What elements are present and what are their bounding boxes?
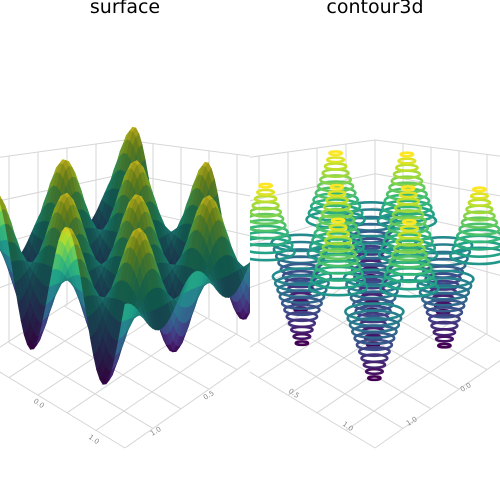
tick-label: 1.0 — [405, 415, 419, 427]
contour-line — [327, 189, 347, 198]
floor-grid-line — [0, 371, 126, 449]
contour-line — [423, 298, 466, 313]
contour-line — [283, 303, 321, 317]
contour-line — [278, 289, 326, 305]
contour-line — [250, 224, 289, 240]
contour-line — [319, 247, 357, 261]
contour-line — [400, 185, 416, 192]
surface-title: surface — [89, 0, 161, 18]
tick-label: 0.5 — [202, 389, 216, 401]
floor-grid-line — [7, 341, 154, 429]
floor-grid-line — [374, 359, 500, 449]
contour-line — [385, 260, 433, 276]
contour-line — [401, 218, 417, 225]
contour-line — [328, 150, 343, 157]
tick-label: 0.5 — [287, 387, 301, 400]
contour-line — [458, 222, 500, 237]
contour-line — [256, 188, 276, 196]
contour-line — [383, 193, 431, 209]
contour-line — [250, 212, 285, 226]
surface-plot: 0.00.51.01.0 — [0, 126, 250, 449]
surface-panel: surface 0.0 0.5 1.0 1.0 — [0, 0, 250, 449]
contour-line — [314, 259, 362, 275]
contour-line — [460, 216, 499, 229]
contour-line — [394, 163, 419, 172]
contour-line — [307, 277, 369, 297]
contour-line — [388, 254, 431, 269]
contour-line — [384, 227, 432, 243]
contour-line — [434, 335, 454, 343]
contour-line — [397, 157, 417, 165]
contour-line — [471, 186, 487, 193]
contour-line — [351, 324, 398, 340]
contour-line — [362, 360, 387, 370]
contour-line — [432, 327, 457, 337]
tick-label: 1.0 — [87, 433, 101, 446]
contour-line — [436, 342, 452, 349]
contour-line — [321, 241, 355, 253]
floor-grid-line — [316, 317, 458, 414]
contour3d-plot: 0.5 0.0 1.0 1.0 — [250, 139, 500, 449]
floor-grid-line — [124, 359, 250, 449]
contour-line — [379, 278, 440, 298]
contour-line — [258, 182, 273, 189]
floor-grid-line — [250, 371, 376, 449]
contour3d-panel: contour3d 0.5 0.0 1.0 1.0 — [250, 0, 500, 500]
contour-line — [294, 340, 310, 347]
contour-line — [323, 162, 348, 171]
floor-grid-line — [287, 301, 429, 396]
contour-line — [467, 198, 492, 207]
surface-mesh — [0, 126, 250, 385]
contour-line — [317, 253, 360, 268]
contour-line — [250, 206, 283, 218]
contour-line — [344, 302, 405, 322]
contour-lines — [250, 150, 500, 382]
contour-line — [414, 269, 475, 289]
surface-patch — [121, 303, 129, 323]
contour-line — [280, 296, 324, 311]
tick-label: 0.0 — [459, 381, 473, 393]
contour-line — [397, 230, 422, 240]
contour-line — [328, 223, 348, 231]
contour-line — [390, 248, 429, 262]
contour-line — [469, 192, 489, 200]
surface-patch — [0, 195, 3, 201]
contour-line — [355, 338, 394, 352]
contour-line — [325, 156, 346, 164]
contour-line — [330, 217, 346, 224]
contour-line — [364, 367, 384, 376]
contour-line — [399, 151, 415, 158]
contour-line — [420, 291, 468, 307]
contour-line — [425, 306, 464, 319]
contour3d-title: contour3d — [326, 0, 424, 18]
contour-line — [313, 225, 361, 241]
contour-line — [367, 375, 382, 382]
floor-grid-line — [95, 333, 237, 431]
contour-line — [312, 192, 360, 208]
contour-line — [329, 183, 345, 190]
contour-line — [271, 267, 333, 287]
contour-line — [449, 246, 500, 266]
contour-line — [353, 331, 396, 346]
contour-line — [325, 195, 349, 205]
contour-line — [250, 218, 287, 233]
contour-line — [399, 224, 419, 233]
contour-line — [292, 332, 312, 341]
contour-line — [456, 228, 500, 244]
contour-line — [290, 325, 314, 335]
floor-grid-line — [257, 341, 404, 429]
tick-label: 1.0 — [341, 420, 355, 433]
contour-line — [398, 191, 418, 199]
floor-grid-line — [345, 333, 487, 431]
contour-line — [250, 242, 296, 262]
